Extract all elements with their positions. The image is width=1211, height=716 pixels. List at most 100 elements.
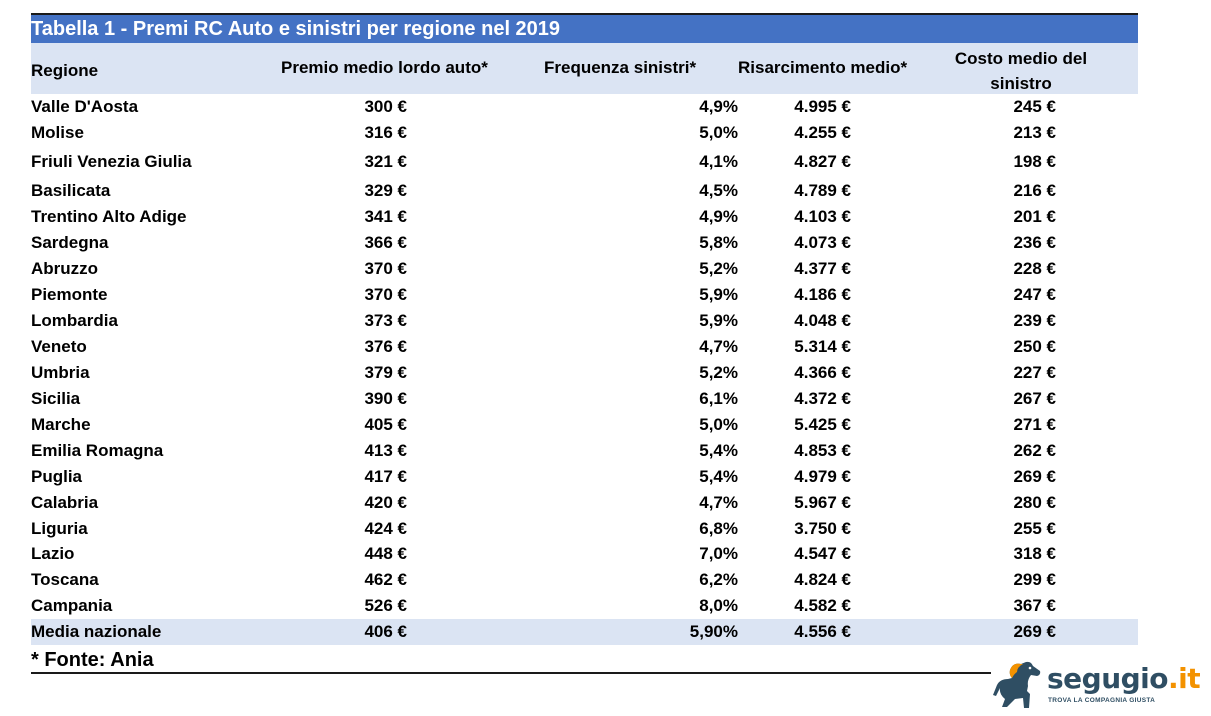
- cell-risarcimento: 4.366 €: [794, 363, 851, 382]
- cell-frequenza: 4,1%: [699, 152, 738, 171]
- cell-costo: 216 €: [1013, 181, 1056, 200]
- cell-premio: 420 €: [364, 493, 407, 512]
- cell-costo: 267 €: [1013, 389, 1056, 408]
- cell-premio: 379 €: [364, 363, 407, 382]
- cell-premio: 376 €: [364, 337, 407, 356]
- cell-costo: 269 €: [1013, 622, 1056, 641]
- table-row: Valle D'Aosta 300 € 4,9% 4.995 € 245 €: [31, 94, 1138, 120]
- cell-frequenza: 4,7%: [699, 337, 738, 356]
- cell-region: Veneto: [31, 337, 87, 356]
- cell-region: Media nazionale: [31, 622, 162, 641]
- cell-risarcimento: 4.372 €: [794, 389, 851, 408]
- cell-frequenza: 8,0%: [699, 596, 738, 615]
- cell-region: Liguria: [31, 519, 88, 538]
- cell-risarcimento: 4.103 €: [794, 207, 851, 226]
- cell-premio: 370 €: [364, 285, 407, 304]
- table-row: Campania 526 € 8,0% 4.582 € 367 €: [31, 593, 1138, 619]
- cell-region: Puglia: [31, 467, 83, 486]
- dog-icon: [993, 661, 1041, 708]
- cell-premio: 526 €: [364, 596, 407, 615]
- cell-region: Umbria: [31, 363, 90, 382]
- cell-frequenza: 4,7%: [699, 493, 738, 512]
- cell-costo: 255 €: [1013, 519, 1056, 538]
- cell-costo: 247 €: [1013, 285, 1056, 304]
- cell-costo: 198 €: [1013, 152, 1056, 171]
- cell-risarcimento: 4.048 €: [794, 311, 851, 330]
- cell-premio: 448 €: [364, 544, 407, 563]
- cell-premio: 406 €: [364, 622, 407, 641]
- cell-premio: 321 €: [364, 152, 407, 171]
- cell-frequenza: 4,9%: [699, 207, 738, 226]
- cell-risarcimento: 4.547 €: [794, 544, 851, 563]
- cell-region: Valle D'Aosta: [31, 97, 139, 116]
- table-row: Liguria 424 € 6,8% 3.750 € 255 €: [31, 516, 1138, 542]
- cell-region: Campania: [31, 596, 113, 615]
- cell-frequenza: 5,0%: [699, 415, 738, 434]
- cell-region: Calabria: [31, 493, 99, 512]
- table-title: Tabella 1 - Premi RC Auto e sinistri per…: [31, 15, 1138, 43]
- cell-costo: 236 €: [1013, 233, 1056, 252]
- cell-risarcimento: 4.073 €: [794, 233, 851, 252]
- cell-region: Lazio: [31, 544, 75, 563]
- header-premio: Premio medio lordo auto*: [281, 58, 488, 77]
- cell-costo: 262 €: [1013, 441, 1056, 460]
- header-row: Regione Premio medio lordo auto* Frequen…: [31, 43, 1138, 94]
- cell-region: Sicilia: [31, 389, 81, 408]
- cell-costo: 227 €: [1013, 363, 1056, 382]
- cell-costo: 245 €: [1013, 97, 1056, 116]
- cell-region: Molise: [31, 123, 84, 142]
- cell-premio: 341 €: [364, 207, 407, 226]
- table-row: Lombardia 373 € 5,9% 4.048 € 239 €: [31, 308, 1138, 334]
- cell-risarcimento: 4.789 €: [794, 181, 851, 200]
- cell-region: Marche: [31, 415, 91, 434]
- table-row: Abruzzo 370 € 5,2% 4.377 € 228 €: [31, 256, 1138, 282]
- table-row: Puglia 417 € 5,4% 4.979 € 269 €: [31, 464, 1138, 490]
- cell-frequenza: 5,8%: [699, 233, 738, 252]
- cell-region: Friuli Venezia Giulia: [31, 152, 192, 171]
- cell-frequenza: 5,2%: [699, 259, 738, 278]
- header-frequenza: Frequenza sinistri*: [544, 58, 697, 77]
- cell-frequenza: 5,90%: [689, 622, 738, 641]
- cell-region: Lombardia: [31, 311, 118, 330]
- cell-premio: 316 €: [364, 123, 407, 142]
- cell-risarcimento: 4.979 €: [794, 467, 851, 486]
- cell-costo: 228 €: [1013, 259, 1056, 278]
- table-row: Sicilia 390 € 6,1% 4.372 € 267 €: [31, 386, 1138, 412]
- cell-risarcimento: 3.750 €: [794, 519, 851, 538]
- cell-risarcimento: 4.556 €: [794, 622, 851, 641]
- cell-frequenza: 5,4%: [699, 441, 738, 460]
- cell-risarcimento: 5.425 €: [794, 415, 851, 434]
- header-region: Regione: [31, 61, 99, 80]
- table-row: Marche 405 € 5,0% 5.425 € 271 €: [31, 412, 1138, 438]
- header-costo: Costo medio del sinistro: [954, 49, 1088, 93]
- cell-costo: 271 €: [1013, 415, 1056, 434]
- cell-risarcimento: 5.314 €: [794, 337, 851, 356]
- cell-frequenza: 5,0%: [699, 123, 738, 142]
- cell-costo: 213 €: [1013, 123, 1056, 142]
- cell-risarcimento: 4.255 €: [794, 123, 851, 142]
- cell-premio: 405 €: [364, 415, 407, 434]
- table-row: Friuli Venezia Giulia 321 € 4,1% 4.827 € 198…: [31, 149, 1138, 175]
- cell-region: Trentino Alto Adige: [31, 207, 187, 226]
- cell-frequenza: 6,8%: [699, 519, 738, 538]
- average-row: Media nazionale 406 € 5,90% 4.556 € 269 …: [31, 619, 1138, 645]
- cell-costo: 367 €: [1013, 596, 1056, 615]
- cell-risarcimento: 5.967 €: [794, 493, 851, 512]
- cell-frequenza: 5,4%: [699, 467, 738, 486]
- cell-risarcimento: 4.186 €: [794, 285, 851, 304]
- cell-premio: 413 €: [364, 441, 407, 460]
- table-row: Lazio 448 € 7,0% 4.547 € 318 €: [31, 541, 1138, 567]
- cell-frequenza: 7,0%: [699, 544, 738, 563]
- cell-risarcimento: 4.582 €: [794, 596, 851, 615]
- cell-premio: 462 €: [364, 570, 407, 589]
- cell-frequenza: 5,9%: [699, 311, 738, 330]
- cell-costo: 239 €: [1013, 311, 1056, 330]
- table-row: Trentino Alto Adige 341 € 4,9% 4.103 € 201 €: [31, 204, 1138, 230]
- brand-tld: .it: [1168, 662, 1201, 695]
- cell-premio: 329 €: [364, 181, 407, 200]
- cell-frequenza: 4,5%: [699, 181, 738, 200]
- cell-frequenza: 5,2%: [699, 363, 738, 382]
- table-row: Umbria 379 € 5,2% 4.366 € 227 €: [31, 360, 1138, 386]
- cell-costo: 250 €: [1013, 337, 1056, 356]
- cell-costo: 269 €: [1013, 467, 1056, 486]
